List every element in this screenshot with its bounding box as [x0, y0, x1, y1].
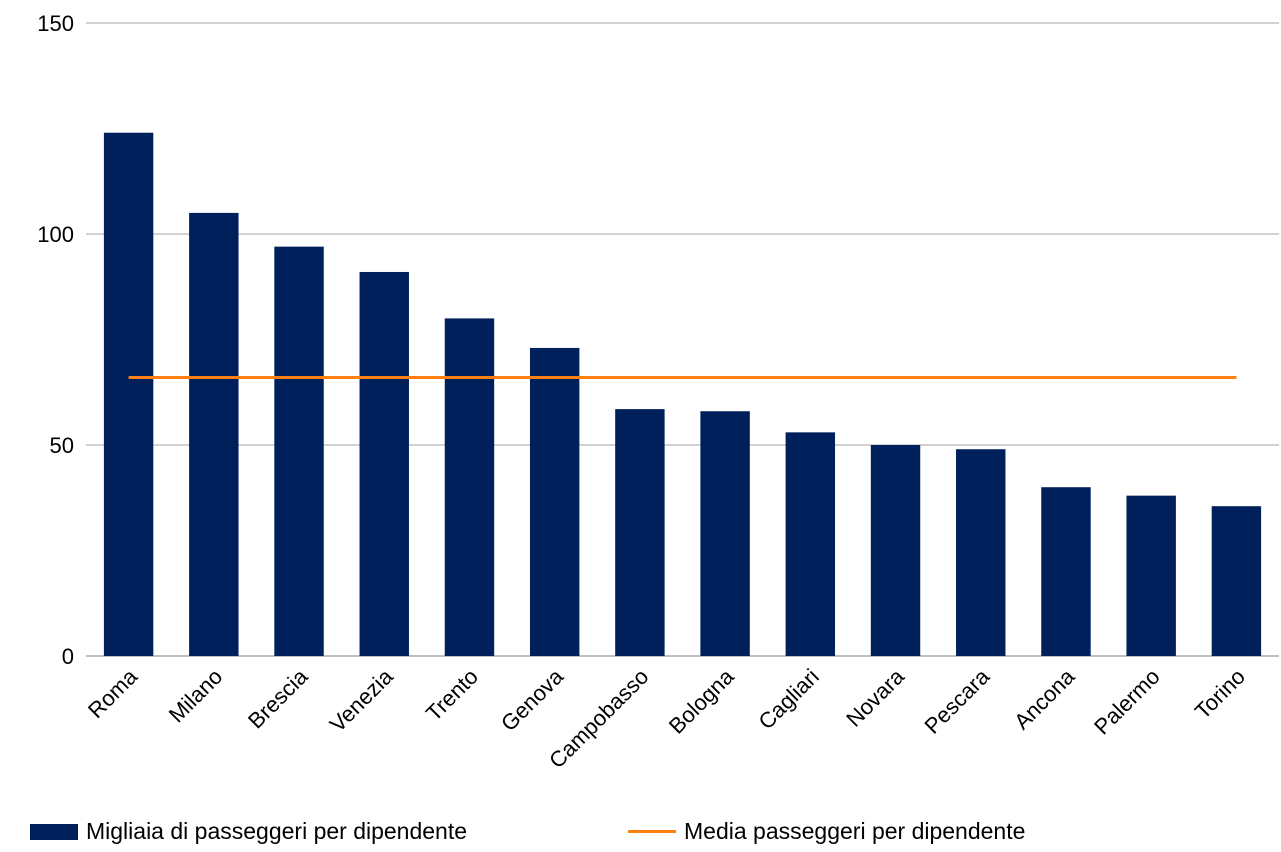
x-category-label: Pescara: [920, 663, 995, 738]
legend-swatch-bar: [30, 823, 78, 840]
x-category-label: Palermo: [1089, 664, 1165, 740]
legend-item-bars: Migliaia di passeggeri per dipendente: [30, 818, 467, 845]
x-category-label: Bologna: [664, 663, 739, 738]
y-tick-label: 0: [62, 644, 74, 669]
legend-label-bars: Migliaia di passeggeri per dipendente: [86, 818, 468, 844]
y-tick-label: 50: [50, 433, 74, 458]
legend-item-line: Media passeggeri per dipendente: [628, 818, 1025, 845]
bar: [444, 318, 495, 656]
x-category-label: Venezia: [325, 663, 399, 737]
y-tick-label: 150: [37, 11, 74, 36]
bar: [870, 445, 921, 656]
bar: [103, 132, 154, 657]
x-category-label: Brescia: [243, 663, 313, 733]
x-axis-categories: Roma Milano Brescia Venezia Trento GenovaCamp…: [83, 663, 1250, 773]
bar: [274, 246, 324, 656]
bar: [189, 212, 239, 656]
legend-label-line: Media passeggeri per dipendente: [684, 818, 1026, 844]
bar: [529, 347, 580, 656]
x-category-label: Genova: [496, 663, 569, 736]
bar: [700, 411, 750, 656]
x-category-label: Ancona: [1009, 663, 1080, 734]
x-category-label: Trento: [421, 664, 483, 726]
x-category-label: Cagliari: [753, 664, 823, 734]
legend: Migliaia di passeggeri per dipendente Me…: [0, 818, 1281, 852]
y-axis-ticks: 0 50 100 150: [37, 11, 74, 669]
legend-swatch-line: [628, 830, 676, 833]
bar: [1126, 495, 1176, 656]
x-category-label: Milano: [164, 664, 228, 728]
bar-series: [103, 132, 1262, 657]
bar: [956, 449, 1006, 656]
bar: [615, 409, 665, 656]
bar: [1041, 487, 1091, 656]
bar: [785, 432, 836, 656]
bar: [359, 271, 409, 656]
x-category-label: Novara: [841, 663, 909, 731]
bar: [1211, 506, 1262, 656]
x-category-label: Roma: [83, 663, 143, 723]
gridlines: [86, 22, 1279, 657]
y-tick-label: 100: [37, 222, 74, 247]
x-category-label: Torino: [1190, 664, 1250, 724]
